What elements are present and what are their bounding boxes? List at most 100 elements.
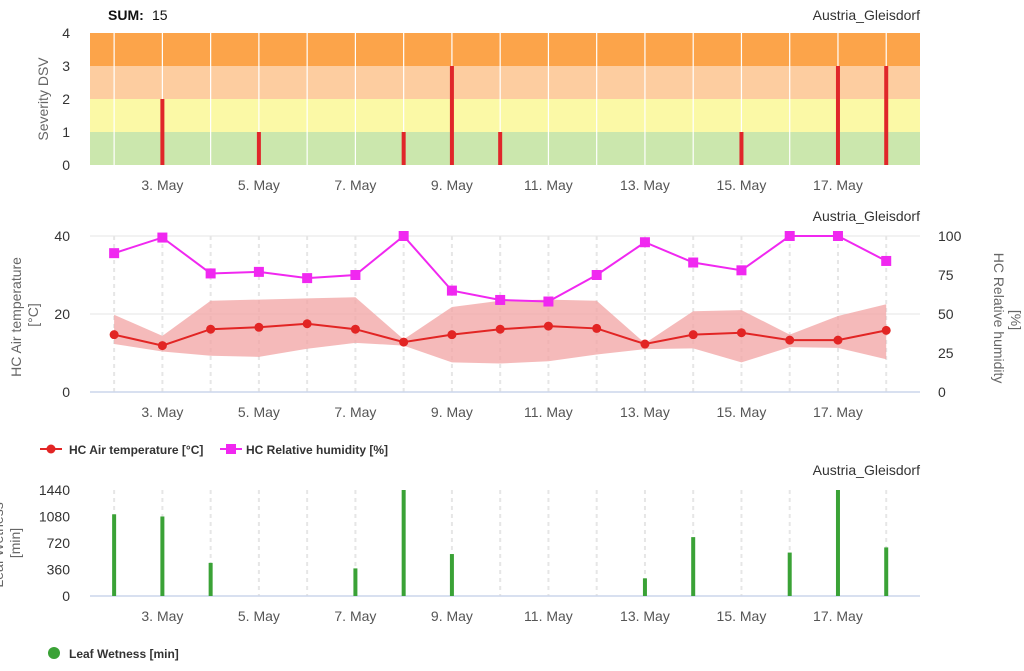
climate-x-tick-label: 11. May: [524, 404, 573, 420]
humidity-y-tick-label: 25: [938, 345, 954, 361]
wetness-x-tick-label: 17. May: [813, 608, 863, 624]
humidity-point: [495, 294, 506, 305]
legend-item-humidity[interactable]: HC Relative humidity [%]: [220, 443, 388, 457]
wetness-gridlines: [90, 490, 920, 597]
dsv-bar: [498, 132, 503, 165]
humidity-point: [253, 266, 264, 277]
chart1-title: Austria_Gleisdorf: [813, 7, 920, 23]
legend-humidity-square-icon: [226, 444, 236, 454]
dsv-y-tick-label: 0: [62, 157, 70, 173]
temperature-points: [109, 319, 891, 351]
dsv-x-tick-label: 13. May: [620, 177, 670, 193]
dsv-band-0-1: [90, 132, 920, 165]
humidity-point: [109, 248, 120, 259]
dsv-bar: [449, 66, 454, 165]
temperature-point: [833, 335, 843, 345]
temperature-y-axis-label-line1: HC Air temperature: [8, 257, 24, 377]
wetness-x-ticks: 3. May 5. May 7. May 9. May 11. May 13. May 15…: [141, 608, 862, 624]
dsv-band-1-2: [90, 99, 920, 132]
humidity-y-tick-label: 75: [938, 267, 954, 283]
wetness-bars: [112, 490, 889, 596]
wetness-x-tick-label: 7. May: [334, 608, 376, 624]
temperature-y-axis-label: HC Air temperature [°C]: [8, 253, 41, 377]
climate-legend: HC Air temperature [°C] HC Relative humi…: [40, 443, 388, 457]
wetness-x-tick-label: 9. May: [431, 608, 473, 624]
humidity-y-axis-label: HC Relative humidity [%]: [991, 253, 1024, 388]
wetness-x-tick-label: 3. May: [141, 608, 183, 624]
dsv-x-tick-label: 15. May: [717, 177, 767, 193]
wetness-y-axis-label: Leaf Wetness [min]: [0, 498, 23, 587]
dsv-y-axis-label: Severity DSV: [35, 57, 51, 141]
dsv-bar: [884, 66, 889, 165]
humidity-y-ticks: 0 25 50 75 100: [938, 228, 962, 400]
sum-value: 15: [152, 7, 168, 23]
dsv-y-tick-label: 1: [62, 124, 70, 140]
humidity-point: [832, 231, 843, 241]
humidity-y-tick-label: 100: [938, 228, 962, 244]
temperature-y-tick-label: 20: [54, 306, 70, 322]
humidity-point: [157, 232, 168, 243]
temperature-y-tick-label: 40: [54, 228, 70, 244]
wetness-bar: [884, 547, 889, 596]
wetness-bar: [353, 568, 358, 596]
humidity-points: [109, 231, 892, 307]
temperature-point: [206, 324, 216, 334]
temperature-y-tick-label: 0: [62, 384, 70, 400]
temperature-point: [640, 339, 650, 349]
wetness-y-ticks: 0 360 720 1080 1440: [39, 482, 70, 604]
climate-x-tick-label: 13. May: [620, 404, 670, 420]
dsv-band-3-4: [90, 33, 920, 66]
dsv-x-ticks: 3. May 5. May 7. May 9. May 11. May 13. May 15…: [141, 177, 862, 193]
wetness-y-tick-label: 360: [47, 562, 71, 578]
wetness-x-tick-label: 13. May: [620, 608, 670, 624]
climate-x-ticks: 3. May 5. May 7. May 9. May 11. May 13. May 15…: [141, 404, 862, 420]
climate-x-tick-label: 3. May: [141, 404, 183, 420]
dsv-x-tick-label: 11. May: [524, 177, 573, 193]
climate-x-tick-label: 7. May: [334, 404, 376, 420]
climate-x-tick-label: 17. May: [813, 404, 863, 420]
chart2-title: Austria_Gleisdorf: [813, 208, 920, 224]
wetness-bar: [160, 516, 165, 596]
wetness-y-tick-label: 0: [62, 588, 70, 604]
humidity-point: [543, 296, 554, 307]
humidity-point: [398, 231, 409, 241]
humidity-point: [881, 255, 892, 266]
temperature-point: [688, 330, 698, 340]
wetness-bar: [642, 578, 647, 596]
dsv-bar: [160, 99, 165, 165]
temperature-point: [592, 323, 602, 333]
wetness-x-tick-label: 5. May: [238, 608, 280, 624]
temperature-point: [254, 322, 264, 332]
legend-item-temperature[interactable]: HC Air temperature [°C]: [40, 443, 203, 457]
dsv-bar: [739, 132, 744, 165]
legend-item-wetness[interactable]: Leaf Wetness [min]: [48, 647, 179, 661]
sum-label: SUM:: [108, 7, 144, 23]
dsv-bars: [160, 66, 889, 165]
humidity-point: [736, 265, 747, 276]
humidity-y-tick-label: 50: [938, 306, 954, 322]
dsv-x-tick-label: 9. May: [431, 177, 473, 193]
temperature-y-axis-label-line2: [°C]: [25, 303, 41, 327]
humidity-y-axis-label-line2: [%]: [1008, 310, 1024, 330]
wetness-x-tick-label: 15. May: [717, 608, 767, 624]
wetness-y-tick-label: 1080: [39, 509, 70, 525]
humidity-point: [446, 285, 457, 296]
dsv-y-tick-label: 2: [62, 91, 70, 107]
dsv-x-tick-label: 5. May: [238, 177, 280, 193]
temperature-point: [447, 330, 457, 340]
wetness-bar: [835, 490, 840, 596]
climate-x-tick-label: 5. May: [238, 404, 280, 420]
dsv-x-tick-label: 17. May: [813, 177, 863, 193]
humidity-y-tick-label: 0: [938, 384, 946, 400]
humidity-point: [591, 270, 602, 280]
humidity-point: [350, 270, 361, 280]
dsv-y-tick-label: 4: [62, 25, 70, 41]
dsv-severity-bands: [90, 33, 920, 165]
legend-temperature-label: HC Air temperature [°C]: [69, 443, 203, 457]
legend-wetness-label: Leaf Wetness [min]: [69, 647, 179, 661]
temperature-point: [350, 324, 360, 334]
temperature-point: [399, 337, 409, 347]
dsv-bar: [401, 132, 406, 165]
wetness-bar: [691, 537, 696, 596]
